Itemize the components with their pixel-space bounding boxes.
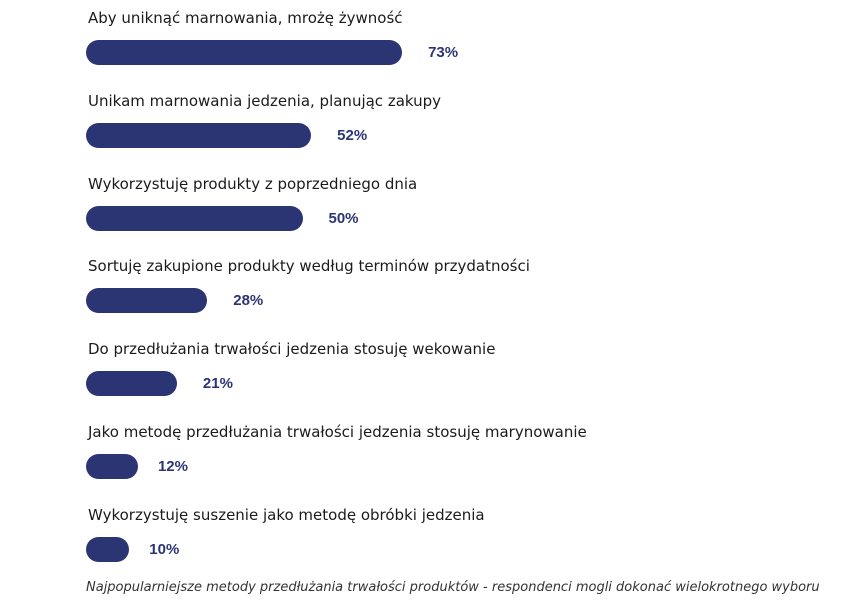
category-label: Wykorzystuję suszenie jako metodę obróbk… xyxy=(88,505,485,524)
category-label: Wykorzystuję produkty z poprzedniego dni… xyxy=(88,174,418,193)
value-label: 10% xyxy=(149,540,180,558)
bar xyxy=(86,288,208,314)
chart-caption: Najpopularniejsze metody przedłużania tr… xyxy=(86,580,820,595)
bar xyxy=(86,122,312,148)
bar xyxy=(86,454,138,479)
value-label: 52% xyxy=(337,126,368,144)
value-label: 21% xyxy=(202,375,233,393)
value-label: 28% xyxy=(233,292,264,310)
bar xyxy=(86,40,403,65)
category-label: Aby uniknąć marnowania, mrożę żywność xyxy=(88,9,403,27)
category-label: Unikam marnowania jedzenia, planując zak… xyxy=(88,91,442,110)
category-label: Do przedłużania trwałości jedzenia stosu… xyxy=(88,340,496,359)
value-label: 12% xyxy=(157,458,188,475)
bar xyxy=(86,371,177,397)
category-label: Jako metodę przedłużania trwałości jedze… xyxy=(88,423,587,441)
category-label: Sortuję zakupione produkty według termin… xyxy=(88,257,530,276)
value-label: 50% xyxy=(328,209,359,227)
bar xyxy=(86,205,303,231)
value-label: 73% xyxy=(428,44,459,61)
bar xyxy=(86,536,130,562)
